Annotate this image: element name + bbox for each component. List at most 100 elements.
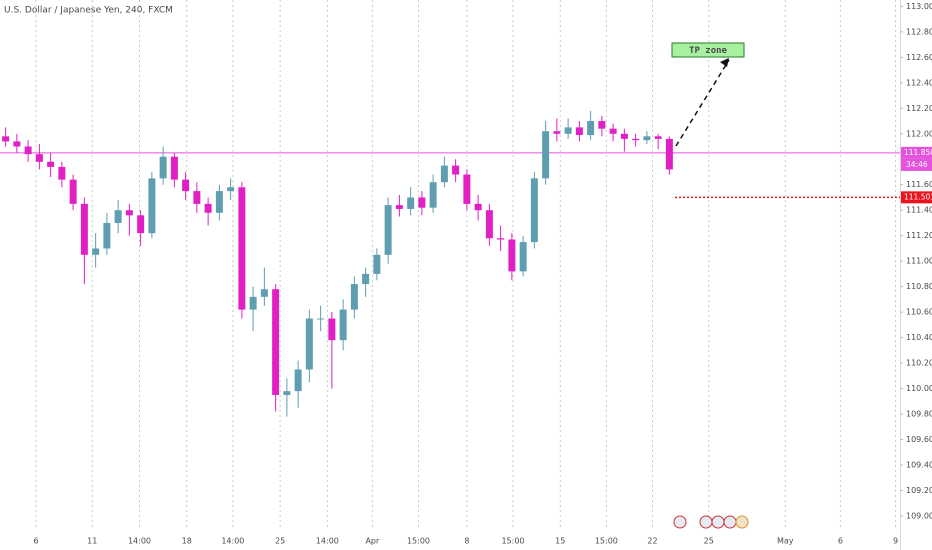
y-tick-label: 110.800 [906, 282, 932, 291]
x-tick-label: 15:00 [501, 537, 524, 546]
candle-body [159, 156, 167, 179]
candle-body [328, 318, 336, 341]
candle-body [238, 187, 246, 310]
y-tick-label: 111.600 [906, 180, 932, 189]
event-icon [723, 515, 737, 529]
candle-body [148, 178, 156, 234]
candle-body [609, 128, 617, 134]
chart-title: U.S. Dollar / Japanese Yen, 240, FXCM [4, 6, 173, 16]
candle-body [362, 273, 370, 285]
candle-body [80, 203, 88, 255]
y-tick-label: 110.000 [906, 384, 932, 393]
countdown-tag [901, 158, 932, 171]
event-icon [673, 515, 687, 529]
x-tick-label: 14:00 [128, 537, 151, 546]
x-tick-label: 15 [555, 537, 565, 546]
candle-body [395, 205, 403, 209]
x-tick-label: 25 [275, 537, 285, 546]
candle-body [283, 391, 291, 395]
candle-body [47, 161, 55, 167]
candle-body [92, 248, 100, 255]
candle-body [452, 165, 460, 175]
y-tick-label: 112.600 [906, 53, 932, 62]
candle-body [440, 165, 448, 183]
candle-body [249, 296, 257, 310]
x-tick-label: May [777, 537, 794, 546]
candle-body [665, 138, 673, 170]
countdown-label: 34:46 [906, 160, 928, 169]
event-icon [735, 515, 749, 529]
x-tick-label: 22 [647, 537, 657, 546]
x-tick-label: 11 [87, 537, 97, 546]
y-tick-label: 113.000 [906, 2, 932, 11]
y-tick-label: 111.400 [906, 206, 932, 215]
candle-body [575, 127, 583, 136]
candle-body [125, 210, 133, 216]
candle-body [418, 197, 426, 208]
candle-body [204, 203, 212, 213]
price-level-label: 111.501 [904, 192, 932, 201]
candle-body [339, 309, 347, 341]
x-tick-label: Apr [365, 537, 380, 546]
projection-arrow [675, 59, 730, 147]
candle-body [294, 369, 302, 392]
candle-body [227, 187, 235, 192]
candle-body [305, 318, 313, 370]
candle-body [35, 154, 43, 162]
candle-body [182, 179, 190, 192]
y-tick-label: 109.800 [906, 410, 932, 419]
y-tick-label: 110.400 [906, 333, 932, 342]
event-icon [699, 515, 713, 529]
candle-body [620, 133, 628, 139]
x-tick-label: 15:00 [595, 537, 618, 546]
candle-body [654, 136, 662, 139]
x-tick-label: 15:00 [407, 537, 430, 546]
y-tick-label: 109.400 [906, 461, 932, 470]
candle-body [530, 178, 538, 243]
candle-body [497, 238, 505, 240]
candle-body [553, 131, 561, 134]
price-level-tag [901, 146, 932, 159]
candle-body [485, 210, 493, 239]
candle-body [632, 138, 640, 141]
candle-body [519, 242, 527, 272]
y-tick-label: 111.000 [906, 257, 932, 266]
arrow-head [720, 58, 729, 67]
candle-body [350, 284, 358, 310]
candle-body [474, 203, 482, 211]
candle-body [2, 136, 10, 142]
candle-body [587, 121, 595, 136]
candle-body [215, 191, 223, 213]
x-tick-label: 8 [464, 537, 469, 546]
candle-body [272, 289, 280, 395]
x-tick-label: 6 [838, 537, 843, 546]
candle-body [13, 141, 21, 147]
tp-zone-box [671, 42, 745, 58]
price-level-label: 111.850 [904, 148, 932, 157]
candle-body [114, 210, 122, 223]
event-icon [711, 515, 725, 529]
candle-body [508, 239, 516, 272]
candle-body [58, 166, 66, 180]
x-tick-label: 6 [33, 537, 38, 546]
candle-body [564, 127, 572, 134]
x-tick-label: 25 [704, 537, 714, 546]
y-tick-label: 111.200 [906, 231, 932, 240]
y-tick-label: 109.200 [906, 486, 932, 495]
x-tick-label: 14:00 [221, 537, 244, 546]
candle-body [429, 182, 437, 208]
candle-body [463, 174, 471, 204]
candle-body [193, 191, 201, 204]
y-tick-label: 112.400 [906, 78, 932, 87]
tp-zone-label: TP zone [689, 46, 728, 56]
candle-body [137, 215, 145, 234]
candle-body [373, 254, 381, 274]
candle-body [407, 197, 415, 209]
y-tick-label: 110.200 [906, 359, 932, 368]
candle-body [317, 318, 325, 320]
candle-body [170, 156, 178, 180]
y-tick-label: 110.600 [906, 308, 932, 317]
y-tick-label: 109.000 [906, 511, 932, 520]
